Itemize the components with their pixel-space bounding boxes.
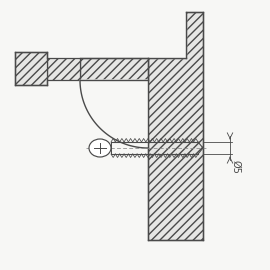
- Polygon shape: [80, 58, 148, 80]
- Polygon shape: [148, 12, 186, 58]
- Polygon shape: [47, 58, 80, 80]
- Text: Ø5: Ø5: [231, 160, 241, 174]
- Polygon shape: [15, 52, 47, 85]
- Polygon shape: [80, 80, 148, 148]
- Ellipse shape: [89, 139, 111, 157]
- Polygon shape: [148, 12, 203, 240]
